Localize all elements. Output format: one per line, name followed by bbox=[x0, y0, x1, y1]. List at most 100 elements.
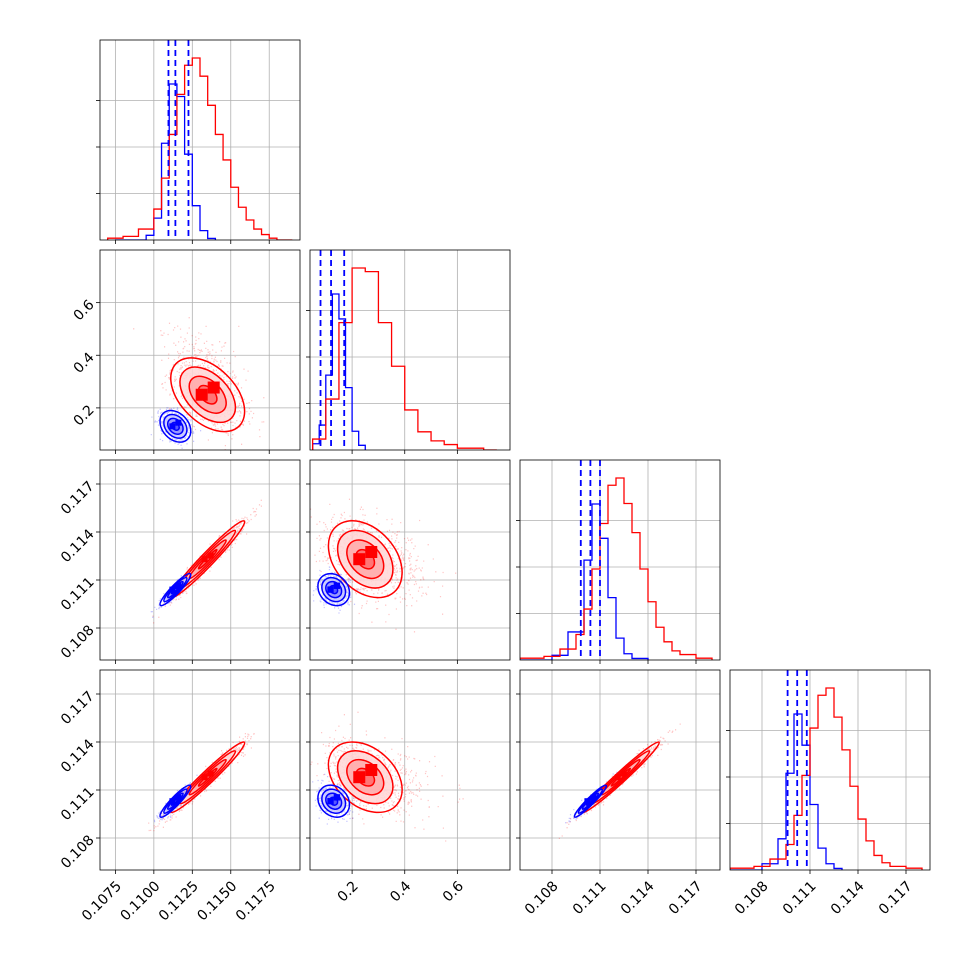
x-tick-label: 0.1100 bbox=[117, 878, 163, 924]
density-core-1 bbox=[207, 552, 214, 559]
y-tick-label: 0.111 bbox=[58, 784, 98, 824]
contour-1 bbox=[336, 529, 394, 589]
contour-0 bbox=[328, 796, 339, 806]
x-tick-label: 0.4 bbox=[387, 878, 414, 905]
x-tick-label: 0.114 bbox=[618, 878, 658, 918]
contour-1 bbox=[179, 366, 237, 424]
y-tick-label: 0.4 bbox=[71, 350, 98, 377]
contour-0 bbox=[328, 584, 339, 595]
contour-0 bbox=[159, 784, 192, 818]
scatter-marks bbox=[310, 498, 457, 633]
x-tick-label: 0.108 bbox=[522, 878, 562, 918]
hist-marks bbox=[311, 250, 497, 450]
density-core-1 bbox=[207, 770, 214, 777]
x-tick-label: 0.114 bbox=[828, 878, 868, 918]
contour-0 bbox=[321, 788, 347, 814]
panel-frame bbox=[519, 669, 721, 871]
scatter-panel-3-2 bbox=[519, 669, 721, 871]
panel-frame bbox=[309, 459, 511, 661]
scatter-panel-1-0 bbox=[99, 249, 301, 451]
scatter-marks bbox=[148, 732, 255, 832]
contour-0 bbox=[573, 784, 608, 818]
contour-0 bbox=[163, 576, 188, 603]
contour-1 bbox=[346, 539, 385, 580]
x-tick-label: 0.1125 bbox=[156, 878, 202, 924]
hist-panel-0 bbox=[96, 39, 301, 241]
x-tick-label: 0.108 bbox=[732, 878, 772, 918]
contour-0 bbox=[325, 580, 343, 599]
panel-frame bbox=[99, 39, 301, 241]
hist-marks bbox=[107, 40, 293, 240]
hist-series-1 bbox=[520, 477, 713, 660]
contour-1 bbox=[336, 750, 394, 805]
hist-marks bbox=[730, 670, 923, 870]
panel-frame bbox=[519, 459, 721, 661]
x-tick-label: 0.117 bbox=[666, 878, 706, 918]
contour-1 bbox=[327, 741, 403, 814]
contour-0 bbox=[166, 417, 184, 435]
density-core-1 bbox=[365, 764, 378, 776]
scatter-marks bbox=[150, 499, 262, 624]
y-tick-label: 0.108 bbox=[58, 832, 98, 872]
y-tick-label: 0.108 bbox=[58, 622, 98, 662]
contour-0 bbox=[159, 409, 192, 443]
x-tick-label: 0.1150 bbox=[194, 878, 240, 924]
hist-panel-3 bbox=[726, 669, 931, 871]
hist-panel-1 bbox=[306, 249, 511, 451]
panel-frame bbox=[729, 669, 931, 871]
y-tick-label: 0.111 bbox=[58, 574, 98, 614]
contour-0 bbox=[317, 784, 351, 818]
contour-1 bbox=[346, 758, 385, 796]
y-tick-label: 0.2 bbox=[71, 402, 98, 429]
scatter-panel-3-0 bbox=[99, 669, 301, 871]
density-core-0 bbox=[169, 423, 176, 430]
hist-series-0 bbox=[115, 83, 217, 240]
scatter-marks bbox=[133, 317, 265, 450]
contour-0 bbox=[577, 788, 604, 814]
scatter-panel-2-1 bbox=[309, 459, 511, 661]
y-tick-label: 0.114 bbox=[58, 526, 98, 566]
contour-0 bbox=[585, 796, 596, 806]
scatter-panel-2-0 bbox=[99, 459, 301, 661]
scatter-marks bbox=[310, 711, 464, 842]
panel-frame bbox=[99, 249, 301, 451]
contour-0 bbox=[166, 792, 184, 810]
hist-series-1 bbox=[730, 687, 923, 870]
scatter-marks bbox=[558, 723, 681, 840]
x-tick-label: 0.111 bbox=[780, 878, 820, 918]
contour-1 bbox=[355, 548, 376, 570]
x-tick-label: 0.1175 bbox=[233, 878, 279, 924]
contour-1 bbox=[188, 758, 227, 796]
hist-series-1 bbox=[107, 57, 293, 240]
contour-0 bbox=[170, 796, 180, 806]
hist-series-0 bbox=[520, 503, 649, 660]
x-tick-label: 0.2 bbox=[335, 878, 362, 905]
contour-0 bbox=[170, 421, 180, 432]
y-tick-label: 0.114 bbox=[58, 736, 98, 776]
contour-1 bbox=[197, 384, 218, 405]
density-core-0 bbox=[327, 586, 334, 593]
x-tick-label: 0.1075 bbox=[79, 878, 125, 924]
density-core-0 bbox=[333, 794, 341, 801]
panel-frame bbox=[309, 249, 511, 451]
hist-series-0 bbox=[311, 293, 366, 450]
hist-marks bbox=[520, 460, 713, 660]
hist-series-1 bbox=[311, 267, 497, 450]
density-core-1 bbox=[365, 546, 378, 558]
contour-1 bbox=[355, 767, 376, 787]
contour-0 bbox=[581, 792, 600, 810]
panel-frame bbox=[99, 459, 301, 661]
contour-1 bbox=[197, 767, 218, 787]
y-tick-label: 0.117 bbox=[58, 478, 98, 518]
contour-0 bbox=[166, 580, 184, 599]
contour-1 bbox=[197, 548, 218, 570]
contour-0 bbox=[317, 572, 351, 607]
contour-0 bbox=[159, 572, 192, 607]
hist-series-0 bbox=[730, 713, 843, 870]
scatter-panel-3-1 bbox=[309, 669, 511, 871]
panel-frame bbox=[309, 669, 511, 871]
contour-0 bbox=[325, 792, 343, 810]
panel-frame bbox=[99, 669, 301, 871]
x-tick-label: 0.6 bbox=[440, 878, 467, 905]
